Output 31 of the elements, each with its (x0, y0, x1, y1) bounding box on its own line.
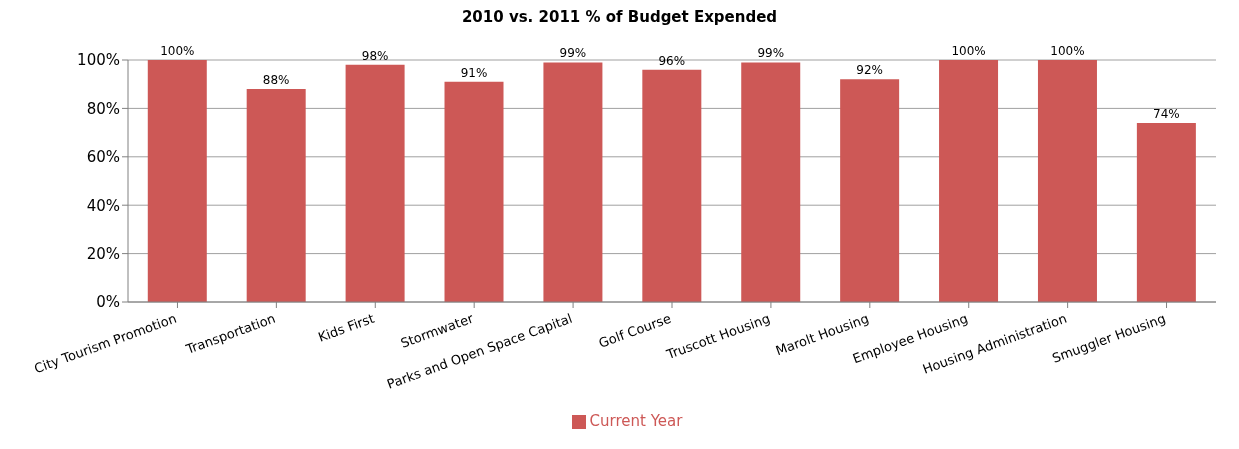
legend-label: Current Year (589, 412, 683, 430)
bar (444, 81, 504, 302)
data-label: 92% (856, 63, 883, 78)
data-label: 100% (160, 44, 195, 58)
y-tick-label: 80% (86, 99, 120, 118)
bar (840, 79, 900, 302)
bar (741, 62, 801, 302)
bar (147, 60, 207, 302)
bar (642, 69, 702, 302)
data-label: 100% (951, 44, 986, 58)
chart-title: 2010 vs. 2011 % of Budget Expended (460, 8, 779, 28)
y-tick-label: 0% (96, 293, 120, 312)
data-label: 99% (559, 46, 587, 61)
bar (345, 64, 405, 302)
bar (939, 60, 999, 302)
bar (1037, 60, 1097, 302)
data-label: 96% (658, 53, 686, 68)
y-tick-label: 100% (77, 51, 120, 70)
data-label: 74% (1153, 106, 1180, 121)
data-label: 88% (262, 73, 290, 88)
data-label: 91% (460, 65, 488, 80)
y-tick-label: 20% (86, 244, 120, 263)
bar (1136, 122, 1196, 302)
data-label: 98% (361, 48, 389, 63)
x-tick-label: Kids First (316, 310, 377, 345)
y-tick-label: 60% (86, 148, 120, 167)
bar (246, 89, 306, 302)
y-tick-label: 40% (86, 196, 120, 215)
bar (543, 62, 603, 302)
data-label: 99% (757, 46, 785, 61)
data-label: 100% (1050, 44, 1085, 58)
